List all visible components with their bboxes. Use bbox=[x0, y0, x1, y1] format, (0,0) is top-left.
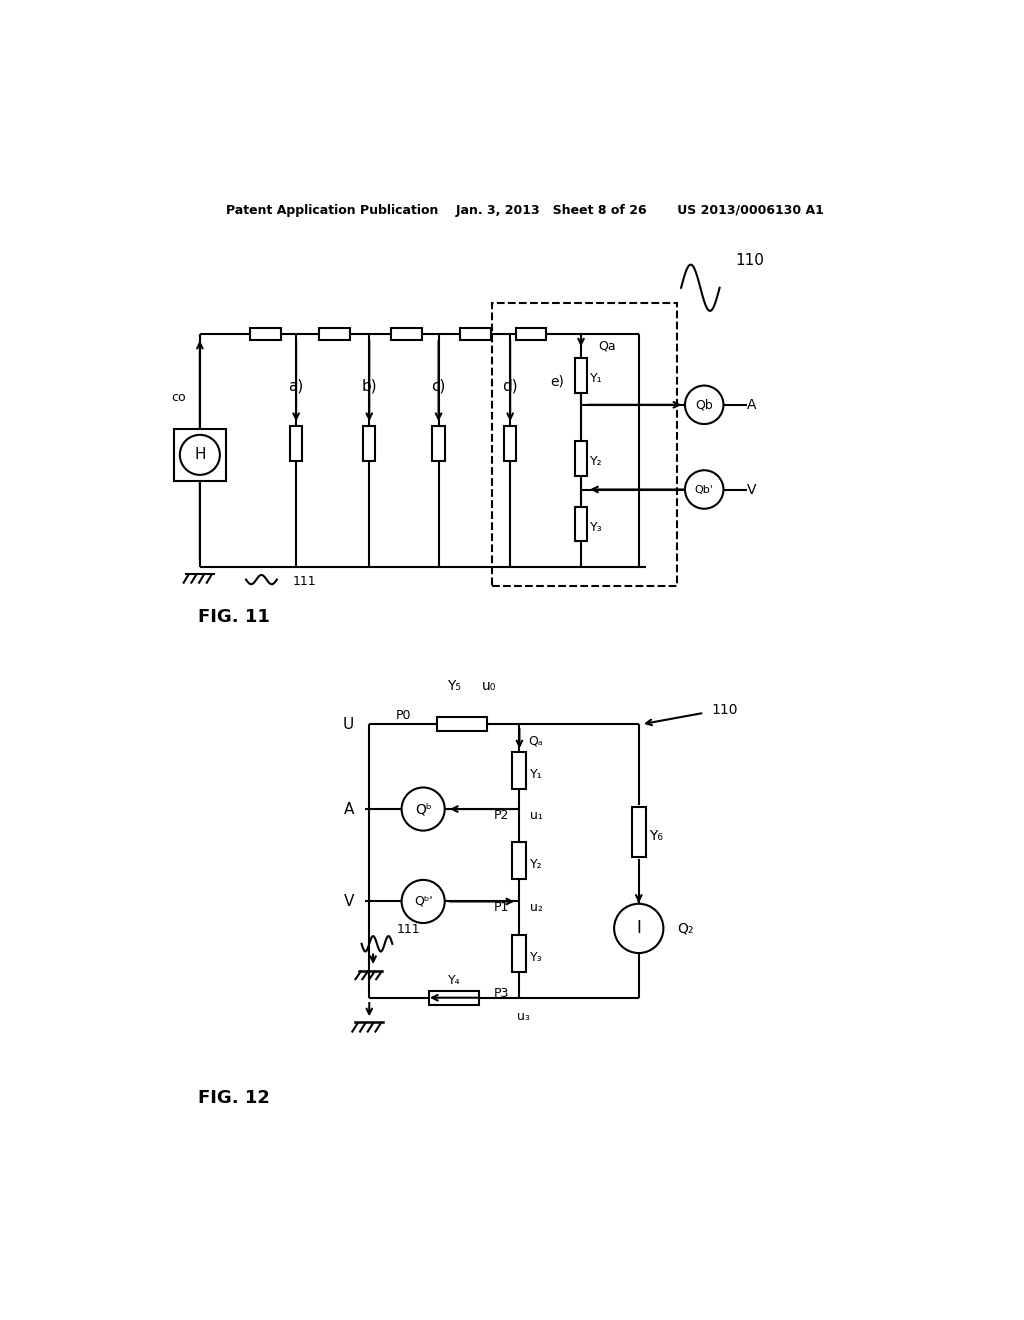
Text: A: A bbox=[343, 801, 354, 817]
Circle shape bbox=[401, 880, 444, 923]
Text: Patent Application Publication    Jan. 3, 2013   Sheet 8 of 26       US 2013/000: Patent Application Publication Jan. 3, 2… bbox=[226, 205, 823, 218]
Text: co: co bbox=[171, 391, 185, 404]
Text: a): a) bbox=[289, 378, 304, 393]
Bar bbox=[432, 426, 444, 461]
Bar bbox=[512, 752, 526, 789]
Text: P0: P0 bbox=[396, 709, 412, 722]
Text: Qa: Qa bbox=[598, 339, 615, 352]
Text: P3: P3 bbox=[494, 987, 509, 1001]
Text: Y₃: Y₃ bbox=[590, 520, 603, 533]
Text: u₃: u₃ bbox=[517, 1010, 529, 1023]
Bar bbox=[512, 936, 526, 973]
Text: Y₁: Y₁ bbox=[530, 768, 543, 781]
Text: U: U bbox=[343, 717, 354, 731]
Text: 111: 111 bbox=[396, 924, 420, 936]
Text: u₀: u₀ bbox=[481, 678, 496, 693]
Bar bbox=[504, 426, 516, 461]
Text: V: V bbox=[746, 483, 756, 496]
Text: Y₂: Y₂ bbox=[530, 858, 543, 871]
Bar bbox=[574, 507, 587, 541]
Bar bbox=[515, 327, 547, 341]
Text: Y₃: Y₃ bbox=[530, 952, 543, 964]
Text: 110: 110 bbox=[712, 704, 738, 718]
Bar bbox=[574, 358, 587, 393]
Circle shape bbox=[614, 904, 664, 953]
Text: u₂: u₂ bbox=[530, 902, 543, 915]
Text: e): e) bbox=[550, 375, 564, 388]
Text: P1: P1 bbox=[494, 902, 509, 915]
Bar bbox=[364, 426, 376, 461]
Text: Y₁: Y₁ bbox=[590, 372, 603, 385]
Text: Y₅: Y₅ bbox=[447, 678, 461, 693]
Text: A: A bbox=[746, 397, 756, 412]
Bar bbox=[290, 426, 302, 461]
Text: Qᵇ': Qᵇ' bbox=[414, 895, 432, 908]
Text: b): b) bbox=[361, 378, 377, 393]
Bar bbox=[391, 327, 422, 341]
Text: d): d) bbox=[503, 378, 518, 393]
Text: Qb': Qb' bbox=[694, 484, 714, 495]
Text: Qb: Qb bbox=[695, 399, 713, 412]
Bar bbox=[319, 327, 350, 341]
Bar bbox=[460, 327, 490, 341]
Text: 111: 111 bbox=[292, 576, 315, 589]
Bar bbox=[512, 842, 526, 879]
Circle shape bbox=[180, 434, 220, 475]
Text: Y₄: Y₄ bbox=[447, 974, 460, 987]
Text: V: V bbox=[343, 894, 354, 909]
Text: Y₂: Y₂ bbox=[590, 455, 603, 469]
Text: c): c) bbox=[431, 378, 445, 393]
Bar bbox=[174, 429, 226, 480]
Bar bbox=[429, 991, 479, 1005]
Bar bbox=[436, 718, 486, 731]
Text: FIG. 11: FIG. 11 bbox=[199, 607, 270, 626]
Bar bbox=[574, 441, 587, 477]
Text: H: H bbox=[195, 447, 206, 462]
Text: I: I bbox=[636, 920, 641, 937]
Circle shape bbox=[401, 788, 444, 830]
Bar bbox=[632, 807, 646, 857]
Text: Q₂: Q₂ bbox=[677, 921, 693, 936]
Text: FIG. 12: FIG. 12 bbox=[199, 1089, 270, 1106]
Text: P2: P2 bbox=[494, 809, 509, 822]
Text: Qᵇ: Qᵇ bbox=[415, 803, 431, 816]
Bar bbox=[250, 327, 281, 341]
Text: Y₆: Y₆ bbox=[649, 829, 664, 843]
Text: 110: 110 bbox=[735, 253, 764, 268]
Bar bbox=[493, 304, 677, 586]
Circle shape bbox=[685, 470, 724, 508]
Text: Qₐ: Qₐ bbox=[528, 735, 544, 748]
Text: u₁: u₁ bbox=[530, 809, 543, 822]
Circle shape bbox=[685, 385, 724, 424]
